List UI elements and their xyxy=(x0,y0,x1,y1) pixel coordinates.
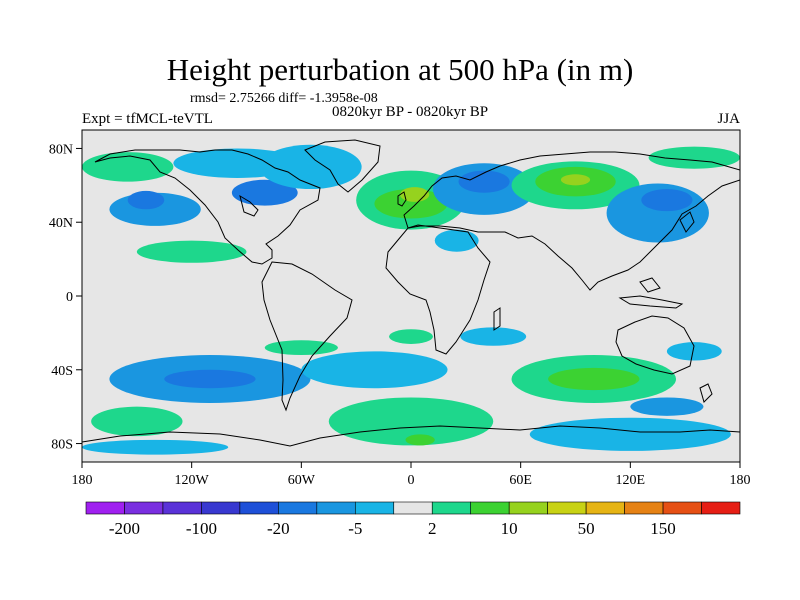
colorbar-swatch-4 xyxy=(239,501,279,515)
y-tick-label-1: 40N xyxy=(49,216,73,231)
colorbar-swatch-14 xyxy=(624,501,664,515)
coastlines xyxy=(82,139,740,447)
colorbar-swatch-10 xyxy=(470,501,510,515)
stats-label: rmsd= 2.75266 diff= -1.3958e-08 xyxy=(190,91,378,106)
y-tick-label-4: 80S xyxy=(51,438,73,453)
colorbar-label-7: 150 xyxy=(650,519,676,538)
colorbar-swatch-8 xyxy=(393,501,433,515)
anomaly-region-11 xyxy=(458,170,510,193)
colorbar-swatch-9 xyxy=(431,501,472,515)
chart-title: Height perturbation at 500 hPa (in m) xyxy=(166,52,634,87)
colorbar-swatch-3 xyxy=(201,501,241,515)
colorbar-label-1: -100 xyxy=(186,519,217,538)
anomaly-region-8 xyxy=(374,189,448,219)
x-tick-label-3: 0 xyxy=(408,473,415,488)
x-tick-label-0: 180 xyxy=(72,473,93,488)
colorbar-swatch-12 xyxy=(547,501,587,515)
colorbar-swatch-0 xyxy=(85,501,125,515)
period-label: 0820kyr BP - 0820kyr BP xyxy=(331,104,489,120)
anomaly-region-15 xyxy=(560,174,591,186)
colorbar-swatch-13 xyxy=(585,501,625,515)
anomaly-region-33 xyxy=(630,397,704,416)
season-label: JJA xyxy=(717,111,740,127)
anomaly-region-21 xyxy=(460,327,527,346)
anomaly-region-28 xyxy=(91,406,183,437)
x-tick-label-4: 60E xyxy=(509,473,532,488)
anomaly-region-32 xyxy=(529,417,731,451)
anomaly-region-19 xyxy=(264,340,338,356)
colorbar-label-0: -200 xyxy=(109,519,140,538)
anomaly-region-23 xyxy=(164,369,256,389)
x-tick-label-2: 60W xyxy=(288,473,316,488)
anomaly-region-6 xyxy=(259,144,362,190)
colorbar-swatch-2 xyxy=(162,501,202,515)
anomaly-region-30 xyxy=(405,434,435,446)
y-tick-label-3: 40S xyxy=(51,364,73,379)
colorbar: -200 -100 -20 -5 2 10 50 150 xyxy=(85,501,741,538)
colorbar-swatch-6 xyxy=(316,501,356,515)
colorbar-swatch-11 xyxy=(508,501,548,515)
anomaly-region-17 xyxy=(641,189,693,212)
colorbar-label-5: 10 xyxy=(501,519,518,538)
y-tick-label-0: 80N xyxy=(49,142,73,157)
anomaly-region-31 xyxy=(82,439,229,455)
colorbar-swatch-1 xyxy=(124,501,164,515)
anomaly-region-12 xyxy=(434,229,479,252)
anomaly-region-3 xyxy=(231,179,298,206)
axes: 180 120W 60W 0 60E 120E 180 80N 40N 0 40S 80S xyxy=(49,142,751,488)
anomaly-region-5 xyxy=(136,240,247,263)
x-tick-label-6: 180 xyxy=(730,473,751,488)
colorbar-label-3: -5 xyxy=(348,519,362,538)
experiment-label: Expt = tfMCL-teVTL xyxy=(82,111,213,127)
colorbar-swatch-15 xyxy=(662,501,702,515)
anomaly-region-29 xyxy=(328,397,494,446)
colorbar-label-2: -20 xyxy=(267,519,290,538)
anomaly-region-24 xyxy=(301,351,448,389)
anomaly-region-20 xyxy=(389,329,433,344)
anomaly-region-27 xyxy=(666,342,722,361)
y-tick-label-2: 0 xyxy=(66,290,73,305)
colorbar-label-4: 2 xyxy=(428,519,437,538)
anomaly-region-26 xyxy=(548,367,640,391)
colorbar-swatch-16 xyxy=(701,501,741,515)
colorbar-swatch-7 xyxy=(354,501,395,515)
x-tick-label-1: 120W xyxy=(175,473,210,488)
x-tick-label-5: 120E xyxy=(616,473,646,488)
colorbar-swatch-5 xyxy=(278,501,318,515)
colorbar-label-6: 50 xyxy=(578,519,595,538)
anomaly-region-1 xyxy=(127,190,165,210)
